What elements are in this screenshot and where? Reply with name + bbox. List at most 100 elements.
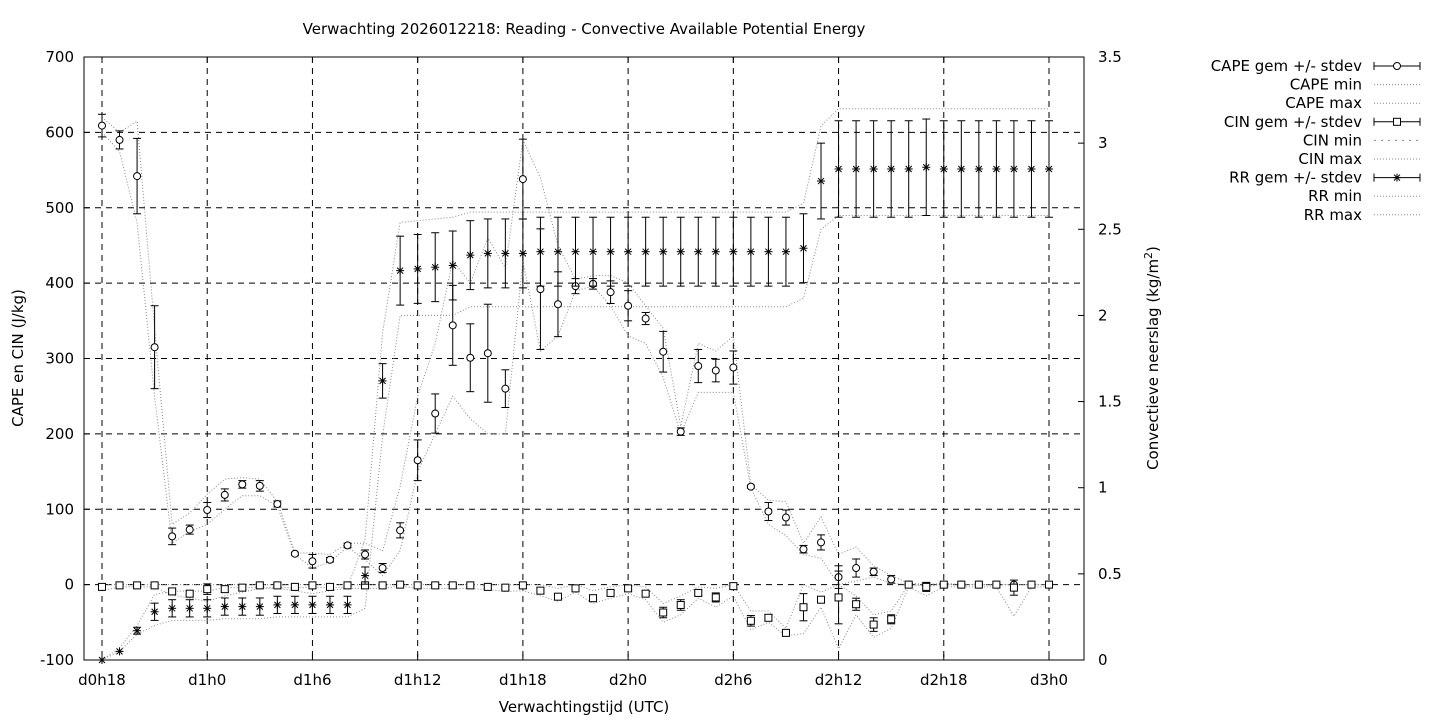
- cin-point: [1027, 580, 1036, 589]
- rr-point: [746, 247, 755, 256]
- chart-title: Verwachting 2026012218: Reading - Convec…: [303, 20, 866, 38]
- cin-point: [343, 581, 352, 590]
- cape-point: [378, 564, 387, 573]
- cin-point: [553, 592, 562, 601]
- cin-point: [729, 582, 738, 591]
- rr-point: [115, 647, 124, 656]
- rr-point: [518, 249, 527, 258]
- rr-point-stroke: [975, 165, 983, 173]
- rr-point: [290, 600, 299, 609]
- cape-point: [448, 321, 457, 330]
- rr-point-stroke: [782, 248, 790, 256]
- cape-point: [168, 532, 177, 541]
- legend-label: CAPE gem +/- stdev: [1211, 57, 1362, 75]
- cape-point: [325, 555, 334, 564]
- x-tick-label: d3h0: [1030, 671, 1068, 689]
- cin-point: [325, 582, 334, 591]
- rr-point: [220, 602, 229, 611]
- rr-point-stroke: [852, 165, 860, 173]
- rr-point-stroke: [274, 601, 281, 609]
- rr-point-stroke: [186, 604, 194, 612]
- rr-point-stroke: [168, 604, 176, 612]
- cape-point: [466, 353, 475, 362]
- rr-point: [255, 602, 264, 611]
- rr-point-stroke: [624, 248, 632, 256]
- cin-point: [746, 616, 755, 625]
- cape-point: [98, 121, 106, 130]
- rr-point: [834, 164, 843, 173]
- y-axis-label: CAPE en CIN (J/kg): [9, 289, 27, 427]
- cape-point: [255, 481, 264, 490]
- rr-point: [273, 600, 282, 609]
- cin-point: [431, 581, 440, 590]
- rr-point-stroke: [729, 248, 737, 256]
- cin-point: [781, 628, 790, 637]
- cin-point: [571, 584, 580, 593]
- rr-point: [150, 607, 159, 616]
- cin-point: [115, 581, 124, 590]
- y2-axis-label-main: Convectieve neerslag (kg/m: [1144, 259, 1162, 470]
- cin-point: [413, 581, 422, 590]
- rr-point: [641, 247, 650, 256]
- cin-point: [694, 588, 703, 597]
- cape-point: [624, 301, 633, 310]
- cape-point: [659, 347, 668, 356]
- rr-point-stroke: [449, 262, 457, 269]
- cape-point: [553, 300, 562, 309]
- cape-point: [764, 507, 773, 516]
- cape-point: [694, 362, 703, 371]
- y2-tick-label: 2: [1098, 306, 1108, 324]
- cape-point: [817, 538, 826, 547]
- rr-point: [887, 164, 896, 173]
- y-tick-label: 600: [45, 123, 74, 141]
- cape-point: [290, 549, 299, 558]
- y-tick-label: -100: [40, 651, 74, 669]
- rr-point-stroke: [361, 572, 369, 579]
- rr-point: [992, 164, 1001, 173]
- cape-point: [869, 567, 878, 576]
- rr-point-stroke: [993, 165, 1000, 173]
- rr-point-stroke: [116, 648, 123, 655]
- y2-tick-label: 0.5: [1098, 565, 1122, 583]
- cin-point: [378, 581, 387, 590]
- rr-point-stroke: [396, 267, 404, 274]
- rr-point-stroke: [203, 604, 211, 612]
- rr-point-stroke: [677, 248, 685, 256]
- rr-point-stroke: [712, 248, 720, 256]
- rr-point: [869, 164, 878, 173]
- cape-point: [203, 506, 212, 515]
- rr-point: [781, 247, 790, 256]
- legend-label: RR min: [1308, 187, 1362, 205]
- cin-point: [589, 594, 598, 603]
- rr-point: [904, 164, 913, 173]
- rr-point: [466, 251, 475, 260]
- cape-point: [536, 285, 545, 294]
- rr-point: [431, 263, 440, 272]
- y2-tick-label: 3.5: [1098, 48, 1122, 66]
- cape-point: [729, 363, 738, 372]
- cin-point: [133, 581, 142, 590]
- cape-point: [781, 513, 790, 522]
- x-tick-label: d1h12: [394, 671, 442, 689]
- cin-point: [98, 582, 106, 591]
- rr-point: [659, 247, 668, 256]
- cape-point: [396, 526, 405, 535]
- cin-point: [501, 583, 510, 592]
- cape-point: [238, 480, 247, 489]
- cin-point: [396, 580, 405, 589]
- cin-point: [834, 593, 843, 602]
- rr-point-stroke: [309, 601, 316, 609]
- y2-tick-label: 2.5: [1098, 220, 1122, 238]
- rr-point-stroke: [747, 248, 755, 256]
- cape-point: [852, 564, 861, 573]
- rr-point-stroke: [519, 250, 527, 257]
- rr-point: [168, 604, 177, 613]
- y-tick-label: 0: [64, 576, 74, 594]
- rr-point: [536, 247, 545, 256]
- rr-point-stroke: [835, 165, 842, 173]
- cin-point: [308, 581, 317, 590]
- rr-point-stroke: [466, 251, 474, 259]
- y2-tick-label: 1.5: [1098, 393, 1122, 411]
- x-tick-label: d1h6: [293, 671, 331, 689]
